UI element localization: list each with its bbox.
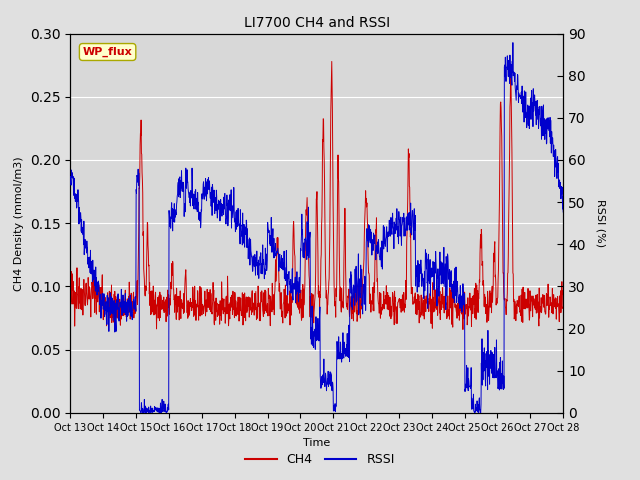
Y-axis label: RSSI (%): RSSI (%) <box>595 199 605 247</box>
Y-axis label: CH4 Density (mmol/m3): CH4 Density (mmol/m3) <box>14 156 24 290</box>
Text: WP_flux: WP_flux <box>83 47 132 57</box>
X-axis label: Time: Time <box>303 438 330 448</box>
Title: LI7700 CH4 and RSSI: LI7700 CH4 and RSSI <box>244 16 390 30</box>
Legend: CH4, RSSI: CH4, RSSI <box>240 448 400 471</box>
